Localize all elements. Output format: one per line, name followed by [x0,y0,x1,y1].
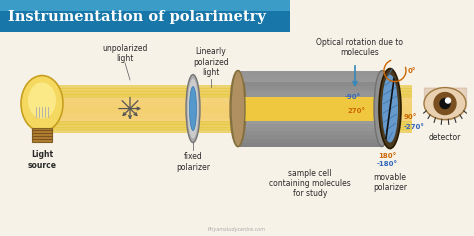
Text: 270°: 270° [348,108,366,114]
Bar [45,121,412,123]
Text: Optical rotation due to
molecules: Optical rotation due to molecules [317,38,403,57]
Bar [45,123,412,125]
Bar [238,82,382,86]
Ellipse shape [374,71,390,147]
Text: 180°: 180° [378,152,396,159]
Bar [45,105,412,107]
Bar [45,112,412,114]
Text: unpolarized
light: unpolarized light [102,44,148,63]
Circle shape [434,93,456,114]
Text: -270°: -270° [404,124,425,130]
Bar [45,87,412,88]
Bar [45,94,412,97]
Bar [238,97,382,121]
Bar [45,126,412,128]
Ellipse shape [188,79,199,139]
Bar [45,99,412,101]
Bar [238,135,382,139]
Ellipse shape [186,75,200,143]
Bar [45,124,412,126]
Text: Instrumentation of polarimetry: Instrumentation of polarimetry [8,10,266,24]
Circle shape [440,99,450,109]
Bar [238,112,382,116]
Bar [238,97,382,101]
Bar [45,93,412,95]
Bar [45,113,412,115]
Bar [45,115,412,117]
Bar [32,128,52,142]
Bar [238,131,382,135]
Bar [45,127,412,130]
Bar [45,109,412,111]
Bar [45,97,412,100]
Text: detector: detector [429,133,461,142]
Bar [238,89,382,93]
Bar [238,124,382,128]
Ellipse shape [231,71,245,147]
Ellipse shape [28,82,56,119]
Bar [45,96,412,98]
Bar [0,0,290,11]
Text: 0°: 0° [408,67,416,74]
Bar [238,71,382,74]
Bar [45,102,412,104]
Text: movable
polarizer: movable polarizer [373,173,407,192]
Bar [45,90,412,92]
Text: fixed
polarizer: fixed polarizer [176,152,210,172]
Text: Linearly
polarized
light: Linearly polarized light [193,47,229,77]
Bar [238,128,382,131]
Ellipse shape [230,71,246,147]
Text: 90°: 90° [404,114,417,120]
Bar [45,116,412,118]
Bar [238,109,382,112]
Bar [45,118,412,120]
Bar [45,88,412,90]
Bar [238,105,382,109]
Bar [238,74,382,78]
Ellipse shape [21,76,63,131]
Circle shape [446,98,450,103]
Ellipse shape [382,75,398,143]
Ellipse shape [424,88,466,120]
Text: -180°: -180° [376,160,398,167]
Bar [45,129,412,131]
Bar [0,0,290,32]
Bar [238,116,382,120]
Ellipse shape [190,87,197,131]
Ellipse shape [379,69,401,148]
Bar [238,86,382,89]
Bar [238,71,382,82]
Bar [238,120,382,124]
Bar [238,143,382,147]
Bar [0,32,474,236]
Text: Priyamstudycentre.com: Priyamstudycentre.com [208,227,266,232]
Bar [45,104,412,106]
Bar [45,91,412,93]
Bar [45,107,412,109]
Bar [238,78,382,82]
Bar [45,85,412,87]
Bar [238,101,382,105]
Bar [45,101,412,103]
Bar [45,110,412,112]
Bar [45,131,412,133]
Bar [238,139,382,143]
Text: sample cell
containing molecules
for study: sample cell containing molecules for stu… [269,169,351,198]
Text: Light
source: Light source [27,150,56,169]
Text: -90°: -90° [345,93,361,100]
Bar [45,120,412,122]
Bar [238,93,382,97]
